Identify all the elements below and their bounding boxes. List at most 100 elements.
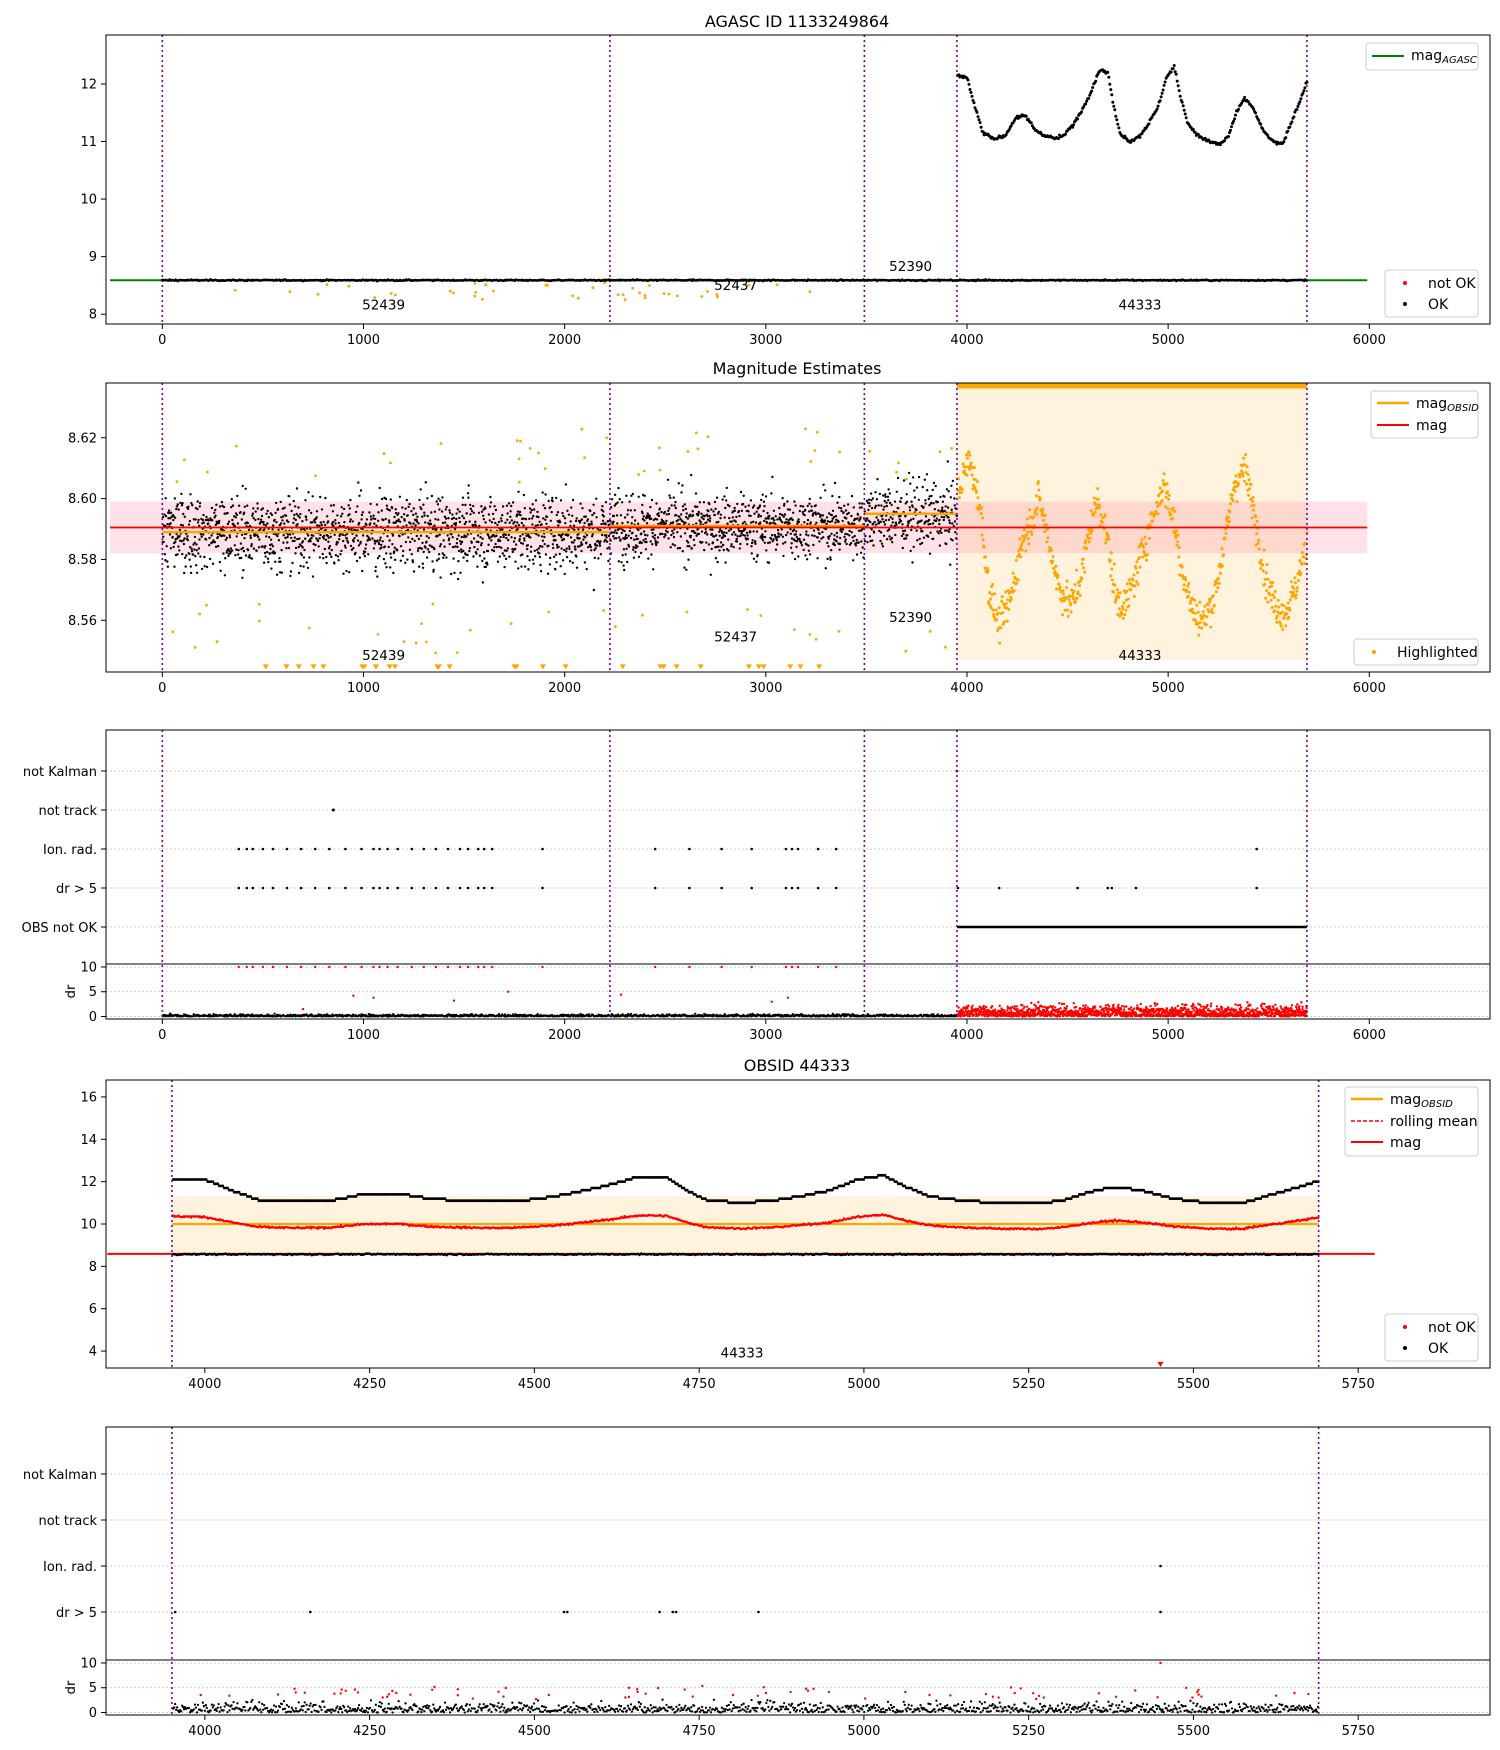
p3-dr-ytick-label: 10 (80, 960, 97, 975)
panel3-frame (105, 729, 1491, 1020)
p1-ytick-label: 12 (80, 77, 97, 92)
p2-xtick-label: 6000 (1353, 681, 1386, 696)
p2-xtick-label: 5000 (1152, 681, 1185, 696)
p2-obsid-label: 52439 (362, 648, 405, 664)
panel1-legend-bottom: not OK OK (1384, 269, 1479, 318)
legend-label-not-ok-2: not OK (1428, 1320, 1476, 1336)
p5-xtick-label: 4500 (518, 1724, 551, 1739)
p3-dr-ytick-label: 0 (89, 1010, 97, 1025)
p2-xtick-label: 1000 (347, 681, 380, 696)
p5-xtick-label: 5000 (847, 1724, 880, 1739)
p2-ytick-label: 8.58 (68, 553, 97, 568)
p3-dr5-points (237, 886, 1258, 890)
p2-ytick-label: 8.56 (68, 614, 97, 629)
panel-obsid: OBSID 44333 4000 4250 4500 4750 5000 5250 5500… (80, 1056, 1491, 1392)
p3-flag-label: Ion. rad. (43, 843, 97, 858)
p5-dr-ytick-label: 5 (89, 1681, 97, 1696)
p1-obsid-label: 52439 (362, 298, 405, 314)
legend-label-obsid-mag-2: magOBSID (1390, 1092, 1453, 1110)
p3-flag-label: dr > 5 (56, 882, 97, 897)
p4-obsid-label: 44333 (721, 1345, 764, 1361)
panel1-title: AGASC ID 1133249864 (705, 12, 889, 31)
p4-ytick-label: 8 (89, 1260, 97, 1275)
legend-marker-ok-2 (1403, 1346, 1407, 1350)
p5-xtick-label: 5250 (1012, 1724, 1045, 1739)
p3-xtick-label: 5000 (1152, 1028, 1185, 1043)
legend-label-mag: mag (1416, 418, 1447, 434)
p3-flag-label: OBS not OK (22, 921, 98, 936)
p4-ytick-label: 14 (80, 1133, 97, 1148)
p3-flag-label: not track (38, 804, 97, 819)
p2-xtick-label: 2000 (548, 681, 581, 696)
panel2-title: Magnitude Estimates (713, 359, 882, 378)
p5-xtick-label: 4750 (683, 1724, 716, 1739)
p1-ytick-label: 8 (89, 308, 97, 323)
p3-xtick-label: 6000 (1353, 1028, 1386, 1043)
p3-dr-ok-points (161, 1012, 958, 1018)
p3-xtick-label: 1000 (347, 1028, 380, 1043)
p4-xtick-label: 4500 (518, 1377, 551, 1392)
p5-xtick-label: 4000 (188, 1724, 221, 1739)
p4-xtick-label: 5500 (1177, 1377, 1210, 1392)
p1-ok-points-baseline (161, 277, 1308, 283)
p3-dr-ytick-label: 5 (89, 985, 97, 1000)
panel1-plot-area: 0 1000 2000 3000 4000 5000 6000 8 9 10 11 12 52439 52… (80, 35, 1386, 348)
p3-ion-rad-points (237, 847, 1258, 851)
p5-flag-label: not Kalman (23, 1468, 97, 1483)
legend-marker-ok (1403, 302, 1407, 306)
p4-xtick-label: 5750 (1342, 1377, 1375, 1392)
p5-dr-not-ok-points (199, 1661, 1310, 1701)
p1-ok-points-variable (956, 64, 1309, 147)
p4-ytick-label: 12 (80, 1175, 97, 1190)
p4-ytick-label: 16 (80, 1090, 97, 1105)
p5-dr-ytick-label: 10 (80, 1656, 97, 1671)
p5-dr-ylabel: dr (64, 1680, 79, 1694)
p2-xtick-label: 3000 (749, 681, 782, 696)
panel-agasc: AGASC ID 1133249864 0 1000 2000 3000 4000 500… (80, 12, 1491, 348)
p1-xtick-label: 2000 (548, 333, 581, 348)
p5-ion-rad-points (1159, 1564, 1162, 1568)
panel4-legend-top: magOBSID rolling mean mag (1344, 1086, 1479, 1157)
p3-dr-not-ok-points (237, 965, 1308, 1018)
panel4-plot-area: 4000 4250 4500 4750 5000 5250 5500 5750 4 6 8 10 12 1… (80, 1080, 1375, 1392)
legend-label-highlighted: Highlighted (1397, 645, 1478, 661)
p4-rolling-mean-points (172, 1213, 1320, 1231)
p2-ytick-label: 8.60 (68, 492, 97, 507)
p1-xtick-label: 4000 (950, 333, 983, 348)
panel1-legend-top: magAGASC (1365, 42, 1479, 71)
legend-label-ok: OK (1428, 297, 1449, 313)
legend-label-not-ok: not OK (1428, 276, 1476, 292)
p2-highlight-band (956, 383, 1307, 660)
p3-xtick-label: 4000 (950, 1028, 983, 1043)
p1-obsid-label: 44333 (1119, 298, 1162, 314)
p4-ok-points-lower (171, 1252, 1320, 1257)
p5-xtick-label: 5750 (1342, 1724, 1375, 1739)
panel2-legend-bottom: Highlighted (1353, 638, 1479, 666)
legend-label-ok-2: OK (1428, 1341, 1449, 1357)
p1-xtick-label: 0 (158, 333, 166, 348)
p4-xtick-label: 5000 (847, 1377, 880, 1392)
p5-xtick-label: 5500 (1177, 1724, 1210, 1739)
p4-xtick-label: 4250 (353, 1377, 386, 1392)
panel4-legend-bottom: not OK OK (1384, 1313, 1479, 1362)
p3-xtick-label: 2000 (548, 1028, 581, 1043)
p1-xtick-label: 5000 (1152, 333, 1185, 348)
legend-marker-not-ok-2 (1403, 1325, 1407, 1329)
p1-ytick-label: 11 (80, 135, 97, 150)
p2-obsid-label: 44333 (1119, 648, 1162, 664)
p2-xtick-label: 4000 (950, 681, 983, 696)
p3-flag-label: not Kalman (23, 765, 97, 780)
legend-label-rolling-mean: rolling mean (1390, 1114, 1478, 1130)
legend-marker-not-ok (1403, 281, 1407, 285)
p5-flag-label: Ion. rad. (43, 1560, 97, 1575)
p3-xtick-label: 0 (158, 1028, 166, 1043)
panel4-title: OBSID 44333 (744, 1056, 850, 1075)
p1-ytick-label: 9 (89, 250, 97, 265)
legend-marker-highlighted (1372, 650, 1376, 654)
p4-ok-points-upper (171, 1173, 1320, 1205)
panel5-plot-area: 4000 4250 4500 4750 5000 5250 5500 5750 not Kalm… (23, 1427, 1490, 1739)
p4-xtick-label: 4000 (188, 1377, 221, 1392)
p2-below-range-markers (262, 664, 823, 670)
panel2-frame (105, 382, 1491, 673)
